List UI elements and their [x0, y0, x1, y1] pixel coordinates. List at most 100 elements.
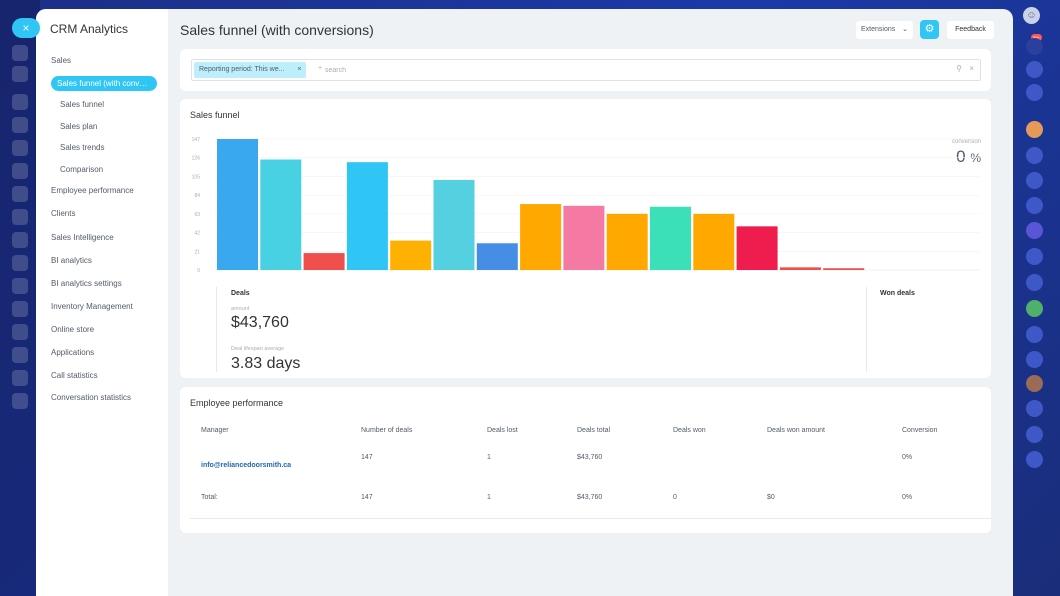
funnel-bar[interactable] [476, 243, 518, 270]
employee-performance-card: Employee performance Manager Number of d… [180, 387, 991, 533]
inbox-icon[interactable] [12, 94, 28, 110]
filter-bar[interactable]: Reporting period: This we... × + ⚲ × [191, 59, 981, 81]
sales-funnel-chart: 147 126 105 84 63 42 21 0 [192, 137, 980, 274]
search-input[interactable] [325, 63, 525, 77]
sidebar-item-bi-analytics-settings[interactable]: BI analytics settings [51, 279, 122, 288]
column-header[interactable]: Deals won amount [767, 427, 825, 434]
calendar-icon[interactable] [1026, 172, 1043, 189]
contact-avatar[interactable] [1026, 300, 1043, 317]
sidebar-item-sales-plan[interactable]: Sales plan [60, 122, 98, 131]
funnel-bar[interactable] [346, 162, 388, 270]
contact-avatar[interactable] [1026, 375, 1043, 392]
funnel-bar[interactable] [606, 213, 648, 270]
table-cell: $0 [767, 494, 775, 501]
contact-avatar[interactable] [1026, 274, 1043, 291]
funnel-bar[interactable] [563, 205, 605, 270]
filter-chip-reporting-period[interactable]: Reporting period: This we... × [194, 62, 307, 78]
bookmark-icon[interactable] [1026, 451, 1043, 468]
sidebar-item-sales-funnel-conversions[interactable]: Sales funnel (with conversions) [51, 76, 157, 91]
sidebar-item-sales-funnel[interactable]: Sales funnel [60, 100, 105, 109]
tasks-icon[interactable] [12, 163, 28, 179]
bell-icon[interactable] [1026, 38, 1043, 55]
column-header[interactable]: Manager [201, 427, 229, 434]
feedback-button[interactable]: Feedback [947, 21, 994, 39]
search-icon[interactable]: ⚲ [956, 64, 962, 73]
column-header[interactable]: Deals won [673, 427, 706, 434]
divider [866, 287, 867, 372]
funnel-bar[interactable] [650, 206, 691, 270]
message-icon[interactable] [1026, 426, 1043, 443]
chat-icon[interactable] [1026, 400, 1043, 417]
extensions-dropdown[interactable]: Extensions ⌄ [856, 21, 913, 39]
sidebar-item-applications[interactable]: Applications [51, 348, 95, 357]
funnel-bar[interactable] [217, 139, 258, 270]
sidebar-item-sales-trends[interactable]: Sales trends [60, 143, 105, 152]
link-icon[interactable] [12, 45, 28, 61]
sidebar-item-conversation-statistics[interactable]: Conversation statistics [51, 393, 132, 402]
crm-icon[interactable] [12, 232, 28, 248]
calendar-icon[interactable] [12, 255, 28, 271]
cart-icon[interactable] [12, 140, 28, 156]
funnel-bar[interactable] [520, 204, 562, 270]
notifications-badge: 99+ [1031, 34, 1042, 41]
support-icon[interactable] [1026, 61, 1043, 78]
column-header[interactable]: Number of deals [361, 427, 413, 434]
video-icon[interactable] [1026, 197, 1043, 214]
mail-icon[interactable] [1026, 248, 1043, 265]
automation-icon[interactable] [12, 393, 28, 409]
sidebar-item-clients[interactable]: Clients [51, 209, 76, 218]
drive-icon[interactable] [12, 278, 28, 294]
funnel-bar[interactable] [433, 179, 475, 270]
settings-icon[interactable] [12, 117, 28, 133]
sidebar-item-sales[interactable]: Sales [51, 56, 72, 65]
settings-button[interactable]: ⚙ [920, 20, 939, 39]
funnel-bar[interactable] [303, 253, 345, 270]
table-cell: $43,760 [577, 494, 603, 501]
sidebar-item-comparison[interactable]: Comparison [60, 165, 104, 174]
column-header[interactable]: Deals total [577, 427, 611, 434]
chat-icon[interactable] [1026, 147, 1043, 164]
funnel-bar[interactable] [736, 226, 778, 270]
y-tick-label: 84 [194, 193, 200, 199]
channel-icon[interactable] [1026, 326, 1043, 343]
user-avatar[interactable]: ☺ [1023, 7, 1040, 24]
add-filter-icon[interactable]: + [318, 65, 323, 72]
close-panel-button[interactable]: × [12, 18, 40, 38]
funnel-bar[interactable] [390, 240, 432, 270]
group-chat-icon[interactable] [1026, 222, 1043, 239]
analytics-sidebar: CRM Analytics Sales Sales funnel (with c… [36, 9, 168, 596]
sidebar-item-online-store[interactable]: Online store [51, 325, 95, 334]
sidebar-item-call-statistics[interactable]: Call statistics [51, 371, 98, 380]
external-link-icon[interactable] [12, 66, 28, 82]
employee-performance-title: Employee performance [190, 398, 284, 408]
contact-icon[interactable] [12, 324, 28, 340]
y-tick-label: 42 [194, 231, 200, 237]
analytics-panel: CRM Analytics Sales Sales funnel (with c… [36, 9, 1013, 596]
sidebar-title: CRM Analytics [50, 22, 129, 36]
funnel-bar[interactable] [823, 268, 865, 270]
store-icon[interactable] [12, 370, 28, 386]
sales-funnel-title: Sales funnel [190, 110, 240, 120]
sidebar-item-bi-analytics[interactable]: BI analytics [51, 256, 92, 265]
funnel-bar[interactable] [260, 159, 302, 270]
chat-icon[interactable] [12, 209, 28, 225]
column-header[interactable]: Deals lost [487, 427, 518, 434]
manager-link[interactable]: info@reliancedoorsmith.ca [201, 462, 292, 469]
video-icon[interactable] [1026, 351, 1043, 368]
column-header[interactable]: Conversion [902, 427, 938, 434]
sidebar-item-inventory-management[interactable]: Inventory Management [51, 302, 133, 311]
group-icon[interactable] [12, 186, 28, 202]
right-toolbar [1016, 0, 1060, 596]
sidebar-item-sales-intelligence[interactable]: Sales Intelligence [51, 233, 114, 242]
clear-icon[interactable]: × [969, 64, 974, 73]
funnel-bar[interactable] [693, 213, 735, 270]
search-icon[interactable] [1026, 84, 1043, 101]
mail-icon[interactable] [12, 301, 28, 317]
table-cell: 1 [487, 494, 491, 501]
table-cell: 1 [487, 454, 491, 461]
funnel-bar[interactable] [779, 267, 821, 270]
sidebar-item-employee-performance[interactable]: Employee performance [51, 186, 134, 195]
sites-icon[interactable] [12, 347, 28, 363]
chip-remove-icon[interactable]: × [297, 66, 302, 73]
contact-avatar[interactable] [1026, 121, 1043, 138]
